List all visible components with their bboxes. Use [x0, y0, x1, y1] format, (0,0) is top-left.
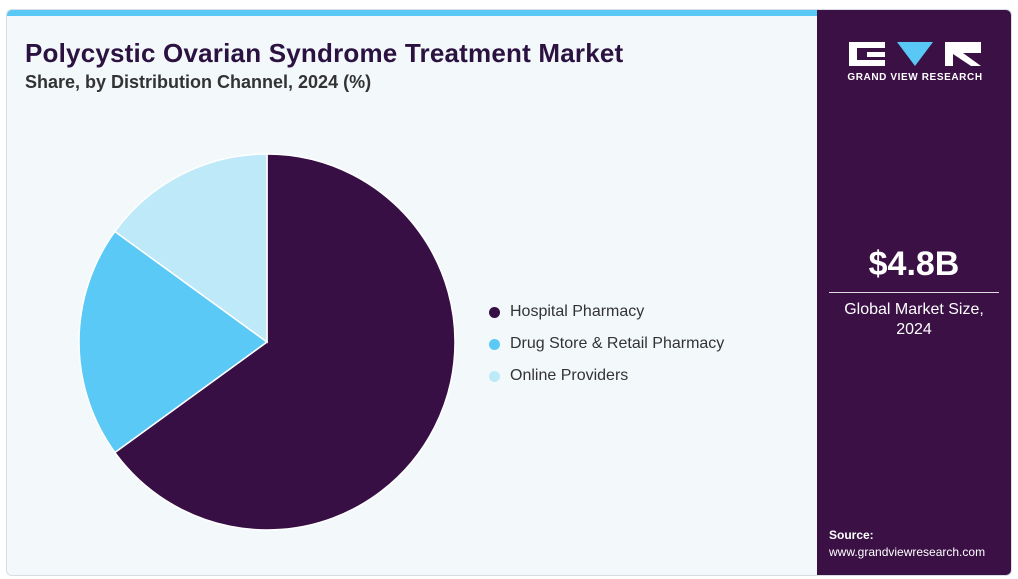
legend-label-hospital-pharmacy: Hospital Pharmacy [510, 303, 645, 320]
legend-label-drug-store-retail-pharmacy: Drug Store & Retail Pharmacy [510, 335, 725, 352]
legend-swatch-hospital-pharmacy [489, 306, 500, 318]
accent-bar [7, 10, 817, 16]
legend-swatch-drug-store-retail-pharmacy [489, 338, 500, 350]
pie-chart [78, 153, 456, 531]
divider [829, 292, 999, 293]
market-size-label: Global Market Size, 2024 [817, 300, 1011, 340]
legend-item-hospital-pharmacy: Hospital Pharmacy [489, 296, 724, 328]
legend-label-online-providers: Online Providers [510, 367, 629, 384]
market-size-label-line1: Global Market Size, [844, 301, 984, 318]
legend-item-drug-store-retail-pharmacy: Drug Store & Retail Pharmacy [489, 328, 724, 360]
pie-slice-online-providers [113, 153, 268, 344]
legend: Hospital Pharmacy Drug Store & Retail Ph… [489, 296, 724, 392]
legend-item-online-providers: Online Providers [489, 360, 724, 392]
market-size-label-line2: 2024 [896, 321, 932, 338]
gvr-logo-icon [849, 42, 981, 66]
source-label: Source: [829, 528, 874, 542]
market-size-value: $4.8B [868, 245, 960, 283]
chart-title: Polycystic Ovarian Syndrome Treatment Ma… [25, 38, 624, 68]
pie-slice-drug-store-retail-pharmacy [78, 230, 269, 454]
source-url: www.grandviewresearch.com [829, 545, 986, 559]
logo-text: GRAND VIEW RESEARCH [847, 72, 983, 83]
grand-view-research-logo: GRAND VIEW RESEARCH [845, 40, 985, 83]
pie-slice-hospital-pharmacy [113, 153, 456, 531]
chart-subtitle: Share, by Distribution Channel, 2024 (%) [25, 72, 372, 92]
legend-swatch-online-providers [489, 370, 500, 382]
chart-card: Polycystic Ovarian Syndrome Treatment Ma… [6, 9, 1012, 576]
sidebar: GRAND VIEW RESEARCH $4.8B Global Market … [817, 10, 1011, 575]
chart-area: Polycystic Ovarian Syndrome Treatment Ma… [7, 16, 817, 575]
